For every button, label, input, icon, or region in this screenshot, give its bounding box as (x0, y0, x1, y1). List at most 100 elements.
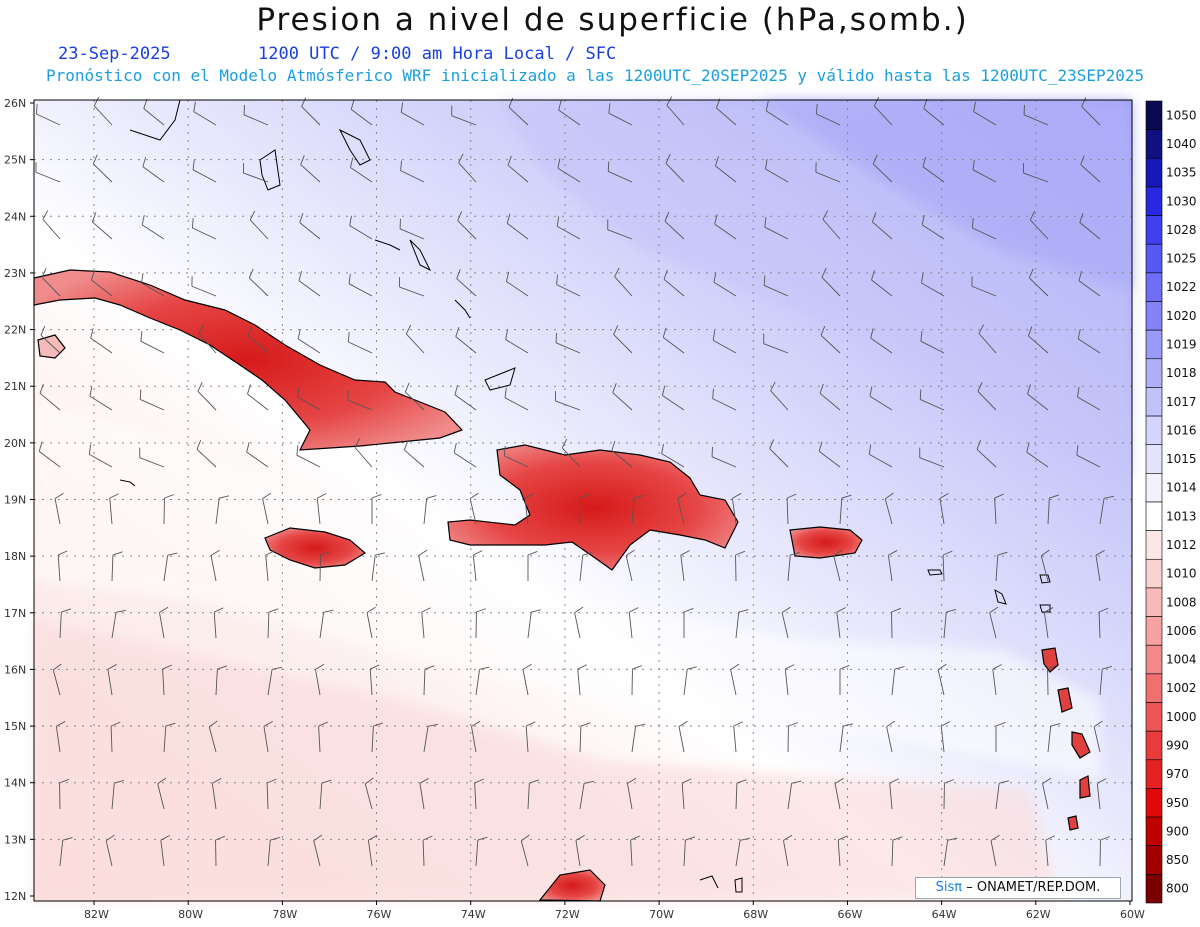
sispi-logo: Sisπ (935, 880, 963, 895)
wind-barb-staff (107, 669, 113, 696)
wind-barb-flag (141, 273, 144, 284)
wind-barb-flag (821, 268, 827, 278)
wind-barb-flag (521, 834, 530, 842)
colorbar-label: 900 (1166, 824, 1189, 838)
wind-barb-staff (663, 278, 685, 297)
wind-barb-flag (522, 663, 532, 670)
wind-barb-flag (35, 104, 38, 115)
wind-barb-staff (628, 612, 633, 639)
colorbar-swatch (1145, 501, 1163, 531)
wind-barb-staff (680, 555, 685, 582)
wind-barb-staff (246, 451, 269, 468)
wind-barb-staff (764, 285, 789, 297)
wind-barb-flag (870, 328, 874, 339)
wind-barb-flag (107, 663, 117, 670)
lat-axis: 26N 25N 24N 23N 22N 21N 20N 19N 18N 17N 16N 15N 14N 1… (4, 97, 34, 903)
wind-barb-flag (297, 328, 301, 339)
wind-barb-flag (299, 212, 304, 223)
colorbar-label: 1015 (1166, 452, 1197, 466)
wind-barb-flag (139, 389, 142, 400)
wind-barb-staff (662, 395, 685, 411)
wind-barb-flag (815, 104, 818, 115)
wind-barb-flag (989, 606, 999, 614)
wind-barb-staff (922, 166, 945, 183)
wind-barb-flag (268, 608, 279, 613)
wind-barb-staff (763, 343, 789, 354)
wind-barb-flag (872, 154, 878, 165)
wind-barb-flag (611, 440, 616, 451)
wind-barb-flag (505, 329, 508, 340)
wind-barb-staff (886, 726, 893, 753)
wind-barb-flag (735, 550, 745, 556)
wind-barb-flag (366, 606, 376, 613)
wind-barb-staff (318, 726, 321, 753)
credit-org: – ONAMET/REP.DOM. (966, 880, 1101, 895)
colorbar-swatch (1145, 845, 1163, 875)
wind-barb-flag (297, 387, 300, 398)
wind-barb-flag (53, 663, 62, 671)
land-masses (33, 269, 1091, 902)
wind-barb-flag (818, 441, 823, 452)
wind-barb-flag (320, 551, 331, 556)
wind-barb-flag (473, 550, 483, 556)
wind-barb-staff (579, 555, 584, 582)
wind-barb-staff (348, 341, 373, 354)
wind-barb-staff (869, 454, 893, 468)
colorbar-swatch (1145, 100, 1163, 130)
wind-barb-flag (765, 100, 769, 111)
wind-barb-flag (525, 721, 536, 727)
wind-barb-staff (765, 168, 789, 183)
low-pressure-zone (34, 620, 1060, 901)
wind-barb-flag (219, 495, 229, 499)
wind-barb-staff (522, 669, 529, 696)
wind-barb-flag (298, 270, 303, 281)
wind-barb-staff (160, 840, 165, 867)
colorbar-label: 1006 (1166, 624, 1197, 638)
wind-barb-flag (1028, 268, 1034, 279)
wind-barb-flag (941, 721, 951, 727)
wind-barb-staff (995, 783, 1000, 810)
wind-barb-staff (555, 342, 581, 354)
wind-barb-staff (557, 167, 581, 183)
wind-barb-staff (300, 164, 321, 183)
wind-barb-staff (1096, 783, 1101, 810)
wind-barb-staff (1042, 783, 1049, 810)
colorbar-label: 970 (1166, 767, 1189, 781)
wind-barb-flag (630, 835, 640, 841)
lon-label: 78W (272, 908, 297, 921)
wind-barb-flag (217, 665, 228, 670)
wind-barb-staff (921, 224, 945, 240)
wind-barb-staff (89, 395, 113, 411)
colorbar-label: 800 (1166, 882, 1189, 896)
wind-barb-staff (90, 337, 113, 354)
wind-barb-flag (886, 720, 896, 727)
colorbar-swatch (1145, 415, 1163, 446)
wind-barb-staff (714, 223, 737, 240)
wind-barb-flag (57, 550, 68, 556)
hispaniola (447, 444, 739, 571)
wind-barb-staff (140, 399, 165, 411)
wind-barb-staff (783, 840, 789, 867)
lon-label: 64W (932, 908, 957, 921)
wind-barb-flag (1079, 212, 1084, 223)
wind-barb-staff (666, 105, 685, 126)
small-islands (119, 99, 1051, 893)
wind-barb-staff (1080, 164, 1101, 183)
lon-label: 68W (743, 908, 768, 921)
wind-barb-staff (210, 555, 217, 582)
dominica (1057, 687, 1073, 713)
wind-barb-flag (59, 778, 69, 784)
wind-barb-staff (266, 783, 269, 810)
wind-barb-staff (504, 397, 529, 411)
wind-barb-staff (1045, 840, 1049, 867)
wind-barb-flag (556, 274, 558, 285)
wind-barb-flag (375, 552, 385, 556)
wind-barb-flag (112, 551, 123, 556)
wind-barb-flag (868, 444, 872, 455)
wind-barb-staff (630, 840, 633, 867)
wind-barb-staff (992, 669, 997, 696)
wind-barb-staff (735, 612, 740, 639)
wind-barb-staff (265, 555, 269, 582)
wind-barb-staff (1095, 555, 1101, 582)
wind-barb-staff (735, 840, 741, 867)
